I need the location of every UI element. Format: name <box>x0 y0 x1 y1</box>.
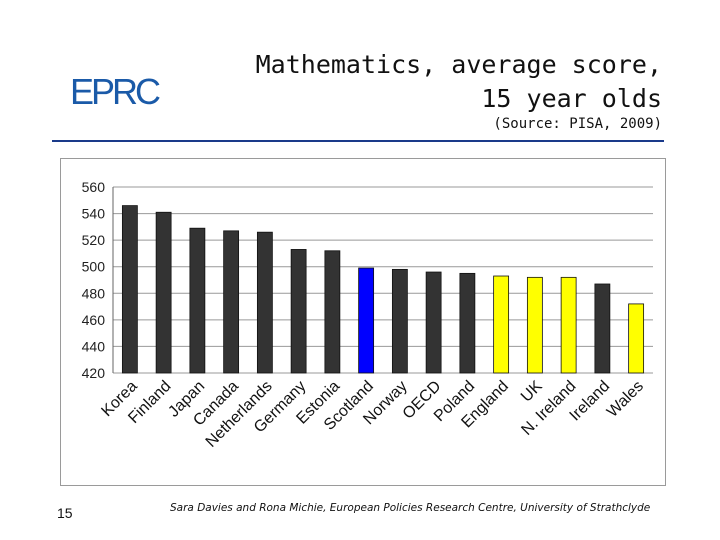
eprc-logo: EPRC <box>70 72 160 108</box>
chart-frame: 420 440 460 480 500 520 540 560 Korea Finland Jap… <box>60 158 666 486</box>
title-line-1: Mathematics, average score, <box>255 50 662 79</box>
bar-poland <box>459 272 476 374</box>
bar-wales <box>628 303 645 374</box>
y-tick-label: 540 <box>82 206 106 222</box>
bar-finland <box>155 211 172 374</box>
bar-england <box>493 275 510 374</box>
slide-title: Mathematics, average score, 15 year olds <box>222 48 662 116</box>
source-subtitle: (Source: PISA, 2009) <box>493 116 662 132</box>
bar-oecd <box>425 271 442 374</box>
header-divider <box>52 140 664 142</box>
bar-scotland <box>358 267 375 374</box>
page-number: 15 <box>57 505 73 521</box>
bar-canada <box>223 230 240 374</box>
y-axis-ticks: 420 440 460 480 500 520 540 560 <box>82 179 106 381</box>
bar-chart: 420 440 460 480 500 520 540 560 KoreaFinlandJap… <box>82 179 653 451</box>
y-tick-label: 420 <box>82 365 106 381</box>
x-tick-label: Wales <box>604 378 647 421</box>
bar-uk <box>526 276 543 374</box>
y-tick-label: 460 <box>82 312 106 328</box>
y-tick-label: 560 <box>82 179 106 195</box>
bar-netherlands <box>256 231 273 374</box>
logo-text: EPRC <box>70 72 160 108</box>
footer-credit: Sara Davies and Rona Michie, European Po… <box>170 502 651 514</box>
bar-ireland <box>594 283 611 374</box>
y-tick-label: 520 <box>82 232 106 248</box>
bar-germany <box>290 249 307 374</box>
bar-estonia <box>324 250 341 374</box>
x-tick-label: UK <box>518 378 546 406</box>
bar-korea <box>121 205 138 374</box>
y-tick-label: 480 <box>82 285 106 301</box>
title-line-2: 15 year olds <box>481 84 662 113</box>
bar-n-ireland <box>560 276 577 374</box>
x-axis-labels: KoreaFinlandJapanCanadaNetherlandsGerman… <box>98 378 646 451</box>
bar-norway <box>391 268 408 374</box>
y-tick-label: 440 <box>82 338 106 354</box>
y-tick-label: 500 <box>82 259 106 275</box>
bar-japan <box>189 227 206 374</box>
bars <box>121 205 645 374</box>
